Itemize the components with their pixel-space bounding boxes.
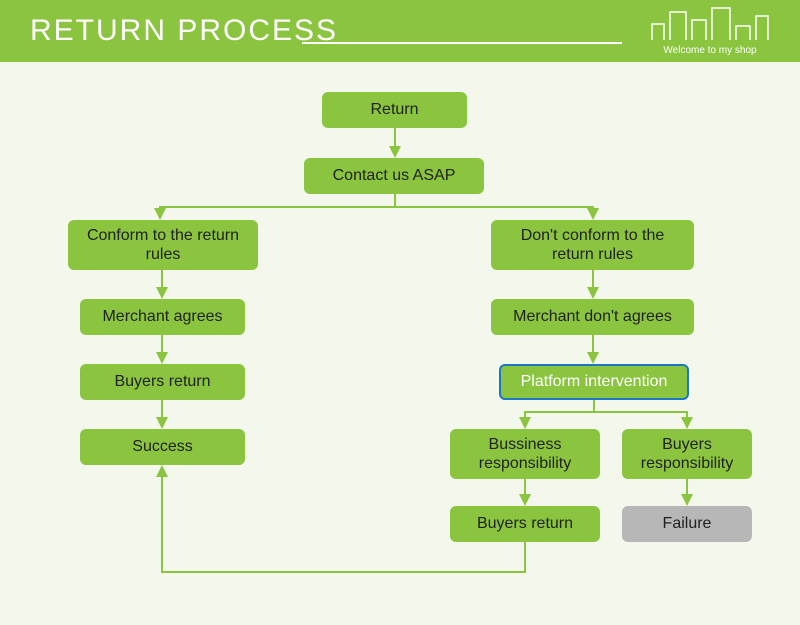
node-success: Success [80, 429, 245, 465]
node-buyresp: Buyers responsibility [622, 429, 752, 479]
header: RETURN PROCESS Welcome to my shop [0, 0, 800, 62]
page-title: RETURN PROCESS [30, 14, 338, 48]
node-failure: Failure [622, 506, 752, 542]
node-buyersret2: Buyers return [450, 506, 600, 542]
flowchart: Return Contact us ASAP Conform to the retu… [0, 62, 800, 625]
skyline-icon [650, 6, 770, 40]
node-bizresp: Bussiness responsibility [450, 429, 600, 479]
header-subtitle: Welcome to my shop [650, 45, 770, 56]
node-buyersret1: Buyers return [80, 364, 245, 400]
node-conform: Conform to the return rules [68, 220, 258, 270]
node-contact: Contact us ASAP [304, 158, 484, 194]
header-right: Welcome to my shop [650, 6, 770, 56]
node-disagree: Merchant don't agrees [491, 299, 694, 335]
node-notconform: Don't conform to the return rules [491, 220, 694, 270]
node-platform: Platform intervention [499, 364, 689, 400]
header-divider [302, 42, 622, 44]
node-return: Return [322, 92, 467, 128]
node-agree: Merchant agrees [80, 299, 245, 335]
